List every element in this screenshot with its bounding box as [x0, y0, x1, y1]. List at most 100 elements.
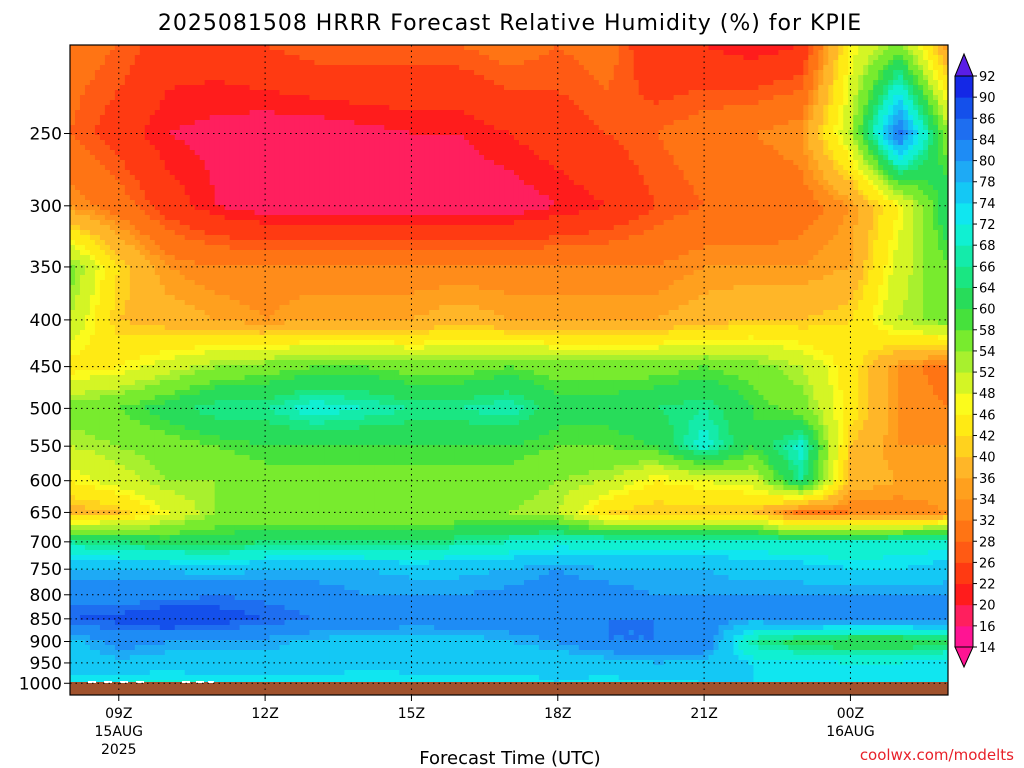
heat-cell [114, 185, 121, 191]
heat-cell [509, 170, 515, 176]
heat-cell [79, 80, 86, 86]
heat-cell [918, 125, 924, 131]
heat-cell [848, 80, 854, 86]
heat-cell [284, 135, 291, 141]
heat-cell [294, 90, 301, 96]
heat-cell [623, 145, 630, 151]
heat-cell [713, 175, 720, 181]
heat-cell [109, 50, 116, 56]
heat-cell [239, 175, 246, 181]
heat-cell [918, 65, 924, 71]
heat-cell [274, 90, 281, 96]
heat-cell [274, 105, 281, 111]
heat-cell [633, 180, 640, 186]
heat-cell [94, 175, 101, 181]
heat-cell [299, 165, 306, 171]
heat-cell [99, 110, 106, 116]
heat-cell [374, 155, 380, 161]
heat-cell [578, 125, 585, 131]
heat-cell [688, 145, 695, 151]
heat-cell [528, 125, 535, 131]
heat-cell [718, 115, 725, 121]
heat-cell [179, 105, 186, 111]
heat-cell [758, 90, 765, 96]
heat-cell [294, 95, 301, 101]
heat-cell [79, 160, 86, 166]
heat-cell [499, 115, 505, 121]
heat-cell [94, 160, 101, 166]
heat-cell [349, 115, 355, 121]
heat-cell [474, 110, 480, 116]
heat-cell [923, 75, 929, 81]
heat-cell [778, 65, 784, 71]
heat-cell [593, 160, 600, 166]
heat-cell [548, 175, 555, 181]
heat-cell [808, 135, 814, 141]
heat-cell [513, 70, 520, 76]
heat-cell [369, 170, 375, 176]
heat-cell [563, 135, 570, 141]
heat-cell [354, 50, 360, 56]
heat-cell [928, 115, 934, 121]
heat-cell [334, 75, 340, 81]
heat-cell [319, 65, 326, 71]
heat-cell [449, 160, 455, 166]
heat-cell [648, 110, 655, 116]
heat-cell [668, 55, 675, 61]
heat-cell [339, 135, 345, 141]
heat-cell [159, 175, 166, 181]
heat-cell [129, 185, 136, 191]
heat-cell [918, 135, 924, 141]
heat-cell [643, 45, 650, 51]
heat-cell [269, 100, 276, 106]
heat-cell [753, 160, 760, 166]
heat-cell [893, 150, 899, 156]
heat-cell [578, 140, 585, 146]
heat-cell [344, 135, 350, 141]
heat-cell [773, 105, 779, 111]
heat-cell [319, 170, 326, 176]
heat-cell [858, 175, 864, 181]
heat-cell [109, 85, 116, 91]
heat-cell [70, 135, 76, 141]
heat-cell [304, 135, 311, 141]
heat-cell [334, 115, 340, 121]
heat-cell [274, 85, 281, 91]
heat-cell [169, 105, 176, 111]
heat-cell [104, 155, 111, 161]
heat-cell [489, 150, 495, 156]
heat-cell [703, 170, 710, 176]
heat-cell [299, 150, 306, 156]
heat-cell [79, 175, 86, 181]
heat-cell [109, 155, 116, 161]
heat-cell [199, 80, 206, 86]
heat-cell [404, 105, 410, 111]
heat-cell [753, 50, 760, 56]
heat-cell [389, 155, 395, 161]
heat-cell [464, 70, 470, 76]
heat-cell [828, 125, 834, 131]
heat-cell [244, 80, 251, 86]
heat-cell [513, 125, 520, 131]
heat-cell [758, 160, 765, 166]
heat-cell [553, 75, 560, 81]
heat-cell [144, 135, 151, 141]
heat-cell [518, 140, 525, 146]
heat-cell [129, 145, 136, 151]
heat-cell [858, 85, 864, 91]
heat-cell [518, 80, 525, 86]
heat-cell [938, 145, 944, 151]
heat-cell [583, 50, 590, 56]
heat-cell [513, 115, 520, 121]
heat-cell [773, 85, 779, 91]
heat-cell [873, 110, 879, 116]
heat-cell [913, 140, 919, 146]
heat-cell [469, 55, 475, 61]
heat-cell [389, 160, 395, 166]
heat-cell [274, 95, 281, 101]
heat-cell [718, 180, 725, 186]
heat-cell [808, 120, 814, 126]
heat-cell [74, 125, 81, 131]
heat-cell [484, 140, 490, 146]
